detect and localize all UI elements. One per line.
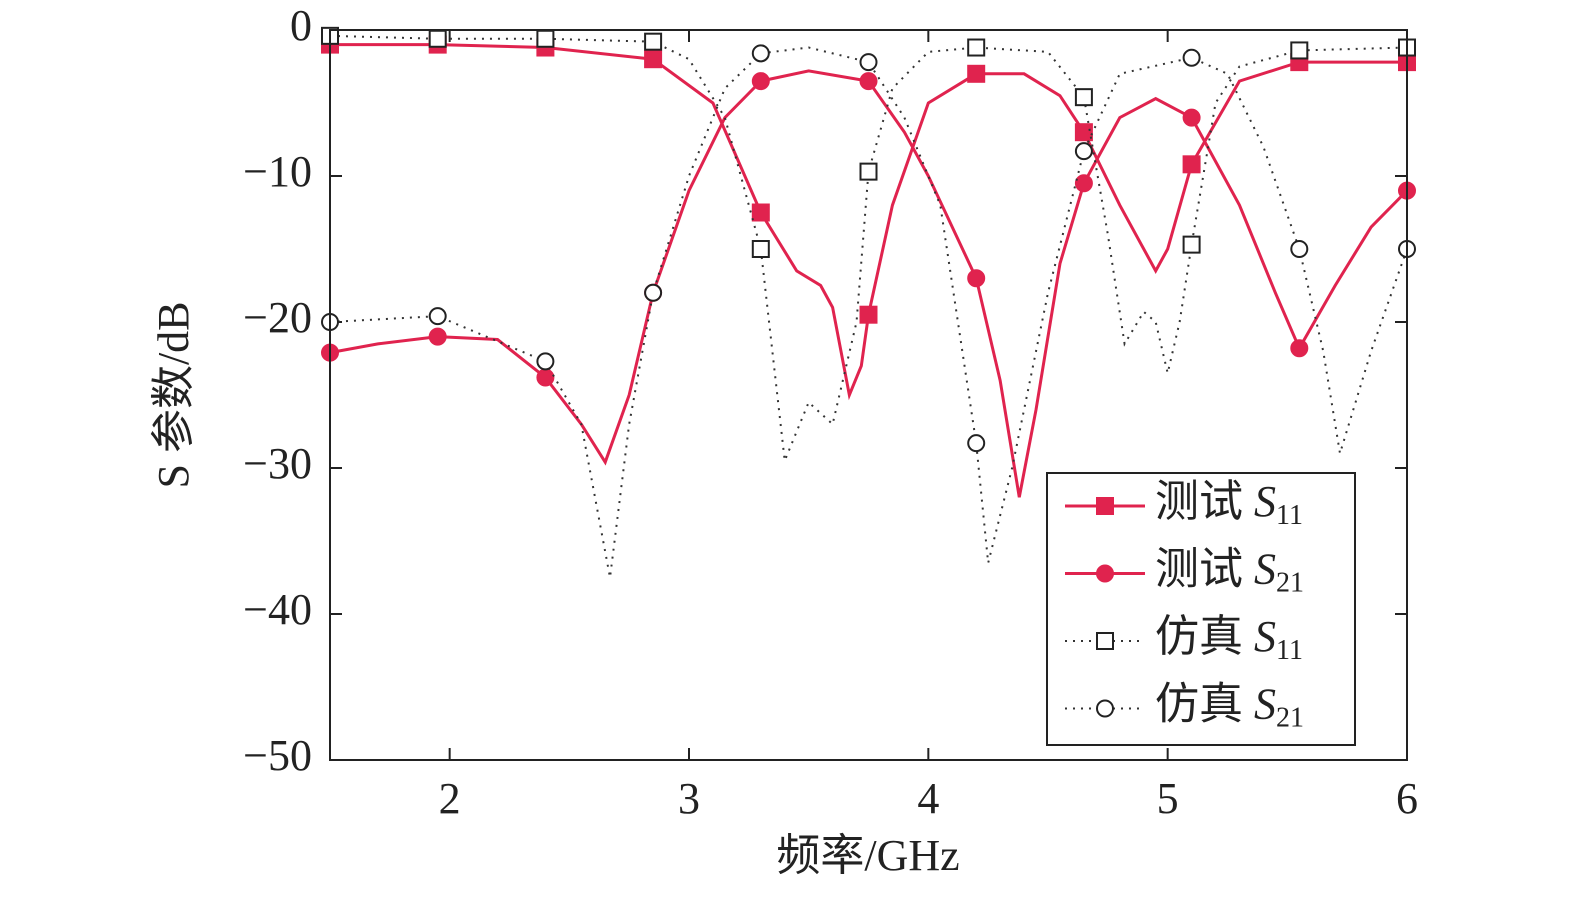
y-axis-label: S 参数/dB xyxy=(149,301,198,488)
marker xyxy=(644,50,663,69)
series-line xyxy=(330,43,1407,401)
legend-symbol: S xyxy=(1254,680,1276,729)
marker xyxy=(536,368,555,387)
marker xyxy=(1182,48,1201,67)
legend-text: 仿真 xyxy=(1155,612,1254,661)
y-tick-label: −50 xyxy=(243,731,312,780)
marker xyxy=(1096,632,1114,650)
legend-text: 测试 xyxy=(1155,477,1254,526)
marker xyxy=(1074,174,1093,193)
legend-label: 测试 S11 xyxy=(1155,477,1303,531)
x-tick-label: 3 xyxy=(678,774,700,823)
y-tick-label: 0 xyxy=(290,1,312,50)
series-line xyxy=(329,34,1408,462)
marker xyxy=(1290,41,1309,60)
legend-subscript: 21 xyxy=(1276,568,1304,599)
marker xyxy=(1182,235,1201,254)
x-tick-label: 2 xyxy=(439,774,461,823)
legend-subscript: 21 xyxy=(1276,703,1304,734)
marker xyxy=(967,38,986,57)
marker xyxy=(536,29,555,48)
legend-symbol: S xyxy=(1254,612,1276,661)
marker xyxy=(644,32,663,51)
marker xyxy=(1096,699,1114,718)
marker xyxy=(751,240,770,258)
marker xyxy=(1290,240,1309,258)
legend-symbol: S xyxy=(1254,477,1276,526)
marker xyxy=(428,307,447,326)
legend-label: 仿真 S11 xyxy=(1155,612,1303,666)
marker xyxy=(1182,155,1201,174)
marker xyxy=(751,44,770,63)
legend-label: 测试 S21 xyxy=(1155,545,1304,599)
plot-frame xyxy=(329,29,1408,761)
x-tick-label: 5 xyxy=(1157,774,1179,823)
legend-subscript: 11 xyxy=(1276,500,1303,531)
marker xyxy=(428,29,447,48)
y-tick-label: −30 xyxy=(243,439,312,488)
series-line xyxy=(329,69,1409,498)
y-tick-label: −10 xyxy=(243,147,312,196)
marker xyxy=(1096,564,1114,583)
marker xyxy=(859,305,878,324)
marker xyxy=(751,72,770,91)
legend-subscript: 11 xyxy=(1276,635,1303,666)
legend-text: 测试 xyxy=(1155,545,1254,594)
marker xyxy=(859,53,878,72)
marker xyxy=(859,162,878,181)
marker xyxy=(859,72,878,91)
marker xyxy=(1182,108,1201,127)
legend-text: 仿真 xyxy=(1155,680,1254,729)
marker xyxy=(644,283,663,302)
marker xyxy=(536,352,555,371)
marker xyxy=(1074,142,1093,161)
legend-symbol: S xyxy=(1254,545,1276,594)
marker xyxy=(751,203,770,222)
marker xyxy=(967,434,986,453)
marker xyxy=(967,64,986,83)
x-tick-label: 6 xyxy=(1396,774,1418,823)
marker xyxy=(1074,88,1093,107)
marker xyxy=(1290,339,1309,358)
marker xyxy=(1074,123,1093,142)
marker xyxy=(967,269,986,288)
legend-box xyxy=(1046,472,1356,746)
legend-label: 仿真 S21 xyxy=(1155,680,1304,734)
y-tick-label: −40 xyxy=(243,585,312,634)
marker xyxy=(428,327,447,346)
marker xyxy=(1096,497,1114,515)
y-tick-label: −20 xyxy=(243,293,312,342)
x-tick-label: 4 xyxy=(917,774,939,823)
x-axis-label: 频率/GHz xyxy=(776,831,959,880)
